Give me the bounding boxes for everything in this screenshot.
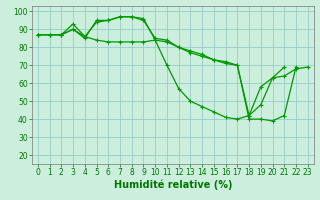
X-axis label: Humidité relative (%): Humidité relative (%) <box>114 180 232 190</box>
